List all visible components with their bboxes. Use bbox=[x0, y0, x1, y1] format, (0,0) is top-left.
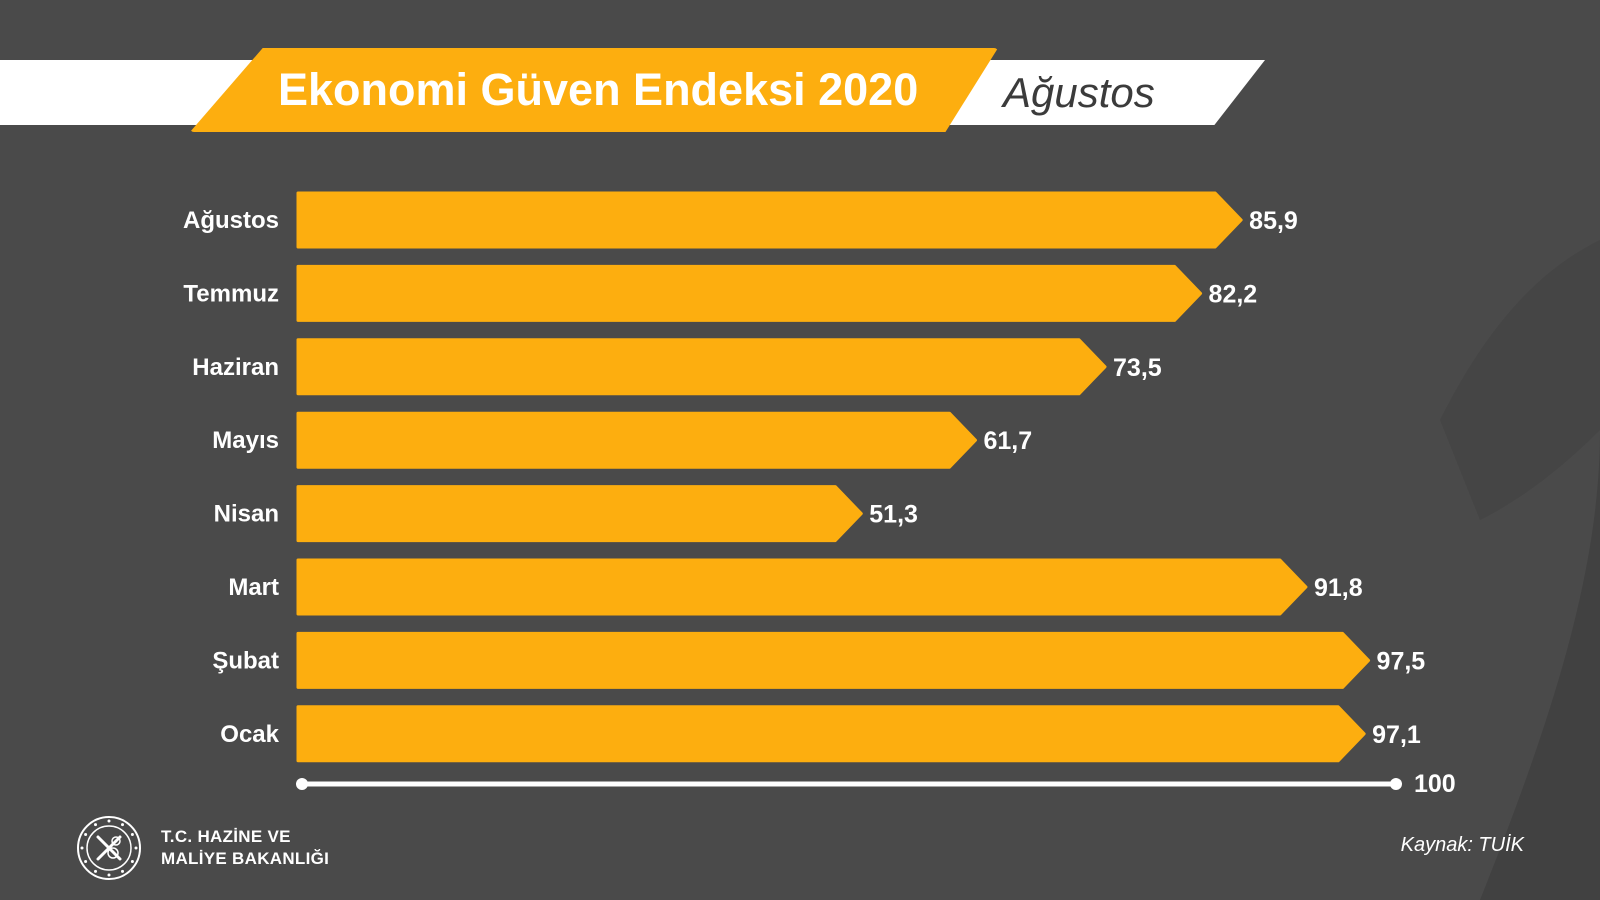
bars-layer: Ağustos 85,9 Temmuz 82,2 Haziran 73,5 Mayıs 61,… bbox=[183, 191, 1426, 763]
category-label: Temmuz bbox=[183, 280, 279, 307]
category-label: Mayıs bbox=[212, 427, 279, 454]
source-note: Kaynak: TUİK bbox=[1400, 834, 1524, 856]
bar-0 bbox=[296, 191, 1243, 249]
category-label: Nisan bbox=[214, 501, 279, 528]
x-axis-end-dot bbox=[1390, 778, 1402, 790]
axis-layer: 100 bbox=[296, 770, 1456, 798]
header-month: Ağustos bbox=[1003, 69, 1155, 116]
x-axis-end-label: 100 bbox=[1414, 770, 1456, 798]
bar-5 bbox=[296, 558, 1308, 616]
value-label: 61,7 bbox=[983, 427, 1032, 455]
value-label: 91,8 bbox=[1314, 574, 1363, 602]
header-title-banner bbox=[190, 48, 998, 132]
category-label: Haziran bbox=[192, 354, 279, 381]
ministry-name: T.C. HAZİNE VE MALİYE BAKANLIĞI bbox=[161, 826, 329, 870]
category-label: Ağustos bbox=[183, 207, 279, 234]
value-label: 73,5 bbox=[1113, 354, 1162, 382]
bar-2 bbox=[296, 338, 1107, 396]
value-label: 85,9 bbox=[1249, 207, 1298, 235]
bar-7 bbox=[296, 705, 1366, 763]
ministry-name-line1: T.C. HAZİNE VE bbox=[161, 827, 291, 846]
bar-1 bbox=[296, 264, 1203, 322]
bar-6 bbox=[296, 631, 1371, 689]
ministry-emblem-icon bbox=[77, 816, 141, 880]
x-axis-start-dot bbox=[296, 778, 308, 790]
value-label: 97,5 bbox=[1377, 647, 1426, 675]
page-title: Ekonomi Güven Endeksi 2020 bbox=[278, 64, 919, 115]
value-label: 82,2 bbox=[1209, 280, 1258, 308]
value-label: 97,1 bbox=[1372, 721, 1421, 749]
bar-4 bbox=[296, 485, 863, 543]
category-label: Mart bbox=[228, 574, 279, 601]
ministry-name-line2: MALİYE BAKANLIĞI bbox=[161, 849, 330, 868]
bar-3 bbox=[296, 411, 977, 469]
value-label: 51,3 bbox=[869, 501, 918, 529]
category-label: Ocak bbox=[220, 721, 279, 748]
category-label: Şubat bbox=[212, 647, 279, 674]
